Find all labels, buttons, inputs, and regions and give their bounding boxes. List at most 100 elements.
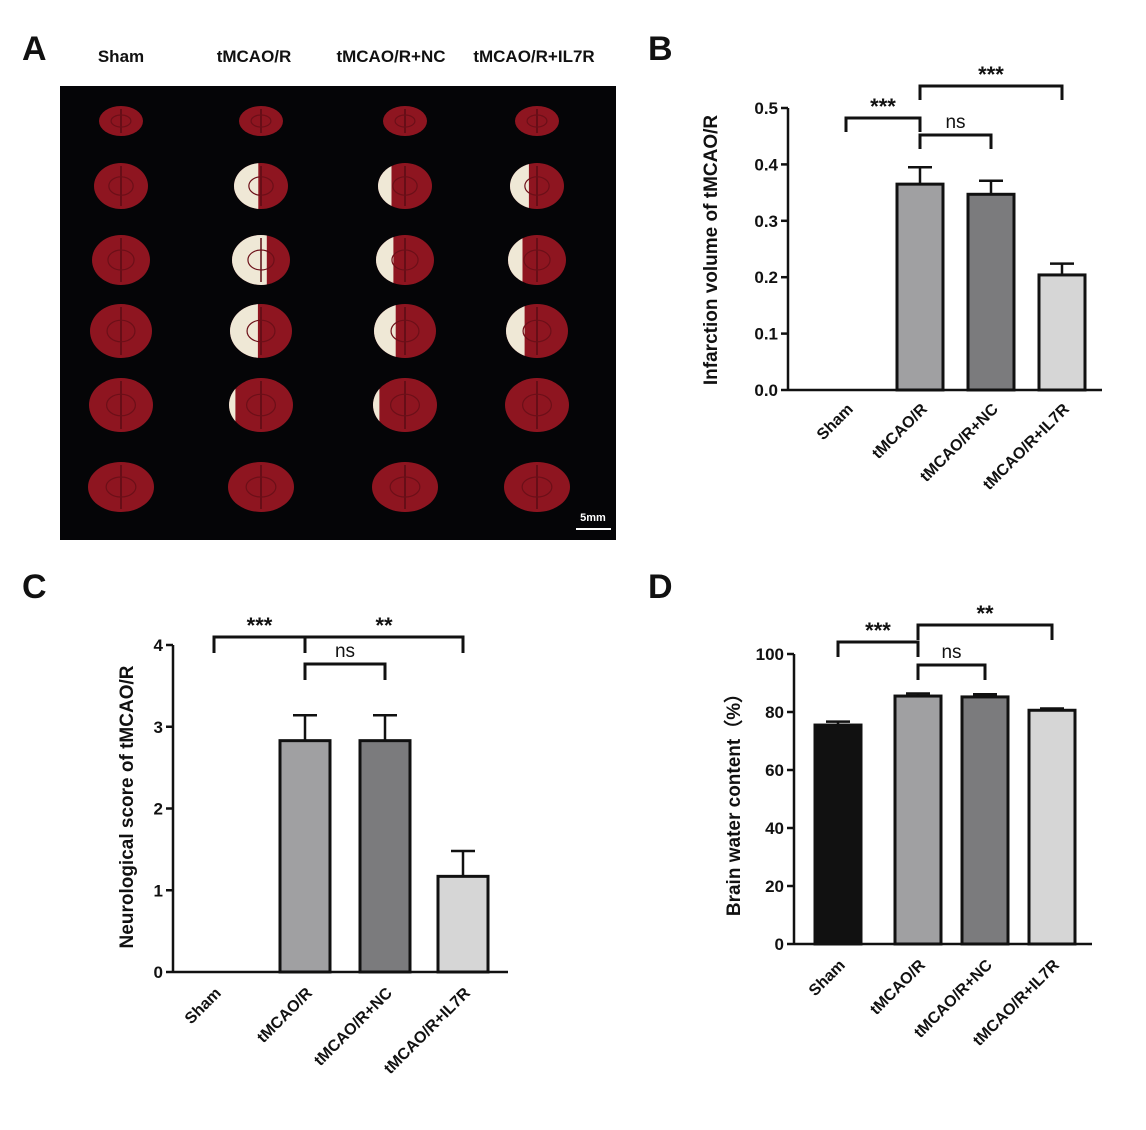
- brain-slice: [239, 106, 283, 136]
- panel-letter-c: C: [22, 568, 47, 606]
- slice-ventricle: [523, 249, 551, 271]
- slice-ventricle: [108, 176, 134, 196]
- significance-bracket: [918, 133, 993, 149]
- brain-slice: [508, 235, 566, 285]
- brain-slice: [90, 304, 152, 358]
- slice-ventricle: [106, 319, 136, 343]
- bar: [358, 739, 412, 974]
- slice-ventricle: [389, 476, 421, 498]
- brain-slice: [232, 235, 290, 285]
- x-category-label: Sham: [814, 401, 857, 444]
- y-tick-label: 100: [756, 645, 784, 664]
- slice-infarct-area: [510, 163, 529, 209]
- x-category-label: Sham: [806, 957, 849, 1000]
- x-category-label: tMCAO/R: [254, 984, 316, 1046]
- y-tick-label: 0.1: [754, 325, 778, 344]
- significance-label: **: [375, 613, 393, 638]
- y-tick-label: 0.3: [754, 212, 778, 231]
- significance-label: ns: [335, 641, 355, 662]
- brain-slice: [374, 304, 436, 358]
- y-tick-label: 40: [765, 819, 784, 838]
- bar: [1027, 708, 1077, 946]
- scale-bar-label: 5mm: [580, 512, 606, 524]
- brain-slice: [234, 163, 288, 209]
- y-tick-label: 0.2: [754, 268, 778, 287]
- slice-ventricle: [110, 114, 132, 128]
- brain-slice: [506, 304, 568, 358]
- group-label-tmcao: tMCAO/R: [217, 47, 292, 66]
- slice-ventricle: [247, 249, 275, 271]
- significance-label: ***: [870, 94, 896, 119]
- brain-slice: [99, 106, 143, 136]
- slice-ventricle: [246, 393, 277, 417]
- brain-slice: [504, 462, 570, 512]
- slice-ventricle: [105, 393, 136, 417]
- brain-slice: [515, 106, 559, 136]
- brain-slice: [88, 462, 154, 512]
- y-tick-label: 0.4: [754, 155, 778, 174]
- significance-label: ns: [941, 642, 961, 663]
- y-tick-label: 2: [154, 800, 163, 819]
- significance-bracket: [303, 635, 465, 653]
- group-label-sham: Sham: [98, 47, 144, 66]
- slice-ventricle: [390, 393, 421, 417]
- y-tick-label: 0.5: [754, 99, 778, 118]
- y-tick-label: 20: [765, 877, 784, 896]
- brain-slice: [92, 235, 150, 285]
- brain-slice: [510, 163, 564, 209]
- significance-bracket: [916, 623, 1054, 640]
- y-tick-label: 0: [154, 963, 163, 982]
- slice-infarct-area: [376, 235, 394, 285]
- brain-slice: [94, 163, 148, 209]
- y-tick-label: 1: [154, 881, 163, 900]
- slice-infarct-area: [374, 304, 396, 358]
- bar: [278, 739, 332, 974]
- slice-ventricle: [391, 249, 419, 271]
- y-axis-title-d: Brain water content（%）: [722, 684, 745, 916]
- brain-slice: [383, 106, 427, 136]
- slice-ventricle: [526, 114, 548, 128]
- brain-slice: [376, 235, 434, 285]
- group-label-tmcao-nc: tMCAO/R+NC: [336, 47, 445, 66]
- significance-bracket: [212, 635, 307, 653]
- x-category-label: tMCAO/R: [867, 956, 929, 1018]
- panel-letter-a: A: [22, 30, 47, 68]
- panel-b-infarction-volume-chart: B Infarction volume of tMCAO/R 0.0 0.1 0.2…: [648, 30, 1102, 494]
- x-category-label: tMCAO/R+IL7R: [381, 984, 474, 1077]
- y-tick-label: 4: [154, 636, 164, 655]
- y-axis-title-b: Infarction volume of tMCAO/R: [701, 115, 722, 386]
- y-axis-title-c: Neurological score of tMCAO/R: [117, 665, 138, 948]
- slice-ventricle: [245, 476, 277, 498]
- significance-bracket: [836, 640, 920, 657]
- y-tick-label: 80: [765, 703, 784, 722]
- y-tick-label: 3: [154, 718, 163, 737]
- significance-label: **: [976, 601, 994, 626]
- significance-label: ns: [945, 112, 965, 133]
- brain-slice: [373, 378, 437, 432]
- brain-slice: [230, 304, 292, 358]
- panel-d-brain-water-content-chart: D Brain water content（%） 0 20 40 60 80 100 Sha…: [648, 568, 1092, 1050]
- significance-bracket: [844, 116, 922, 132]
- brain-slice: [378, 163, 432, 209]
- slice-ventricle: [524, 176, 550, 196]
- slice-ventricle: [246, 319, 276, 343]
- slice-infarct-area: [506, 304, 525, 358]
- significance-bracket: [918, 84, 1064, 100]
- bar: [960, 695, 1010, 946]
- bar: [436, 874, 490, 974]
- significance-bracket: [303, 662, 387, 680]
- significance-label: ***: [865, 618, 891, 643]
- brain-slice: [89, 378, 153, 432]
- slice-ventricle: [522, 319, 552, 343]
- x-category-label: tMCAO/R: [869, 400, 931, 462]
- significance-label: ***: [978, 62, 1004, 87]
- brain-slice: [228, 462, 294, 512]
- bar: [893, 694, 943, 946]
- slice-ventricle: [394, 114, 416, 128]
- slice-ventricle: [248, 176, 274, 196]
- bar: [966, 192, 1016, 392]
